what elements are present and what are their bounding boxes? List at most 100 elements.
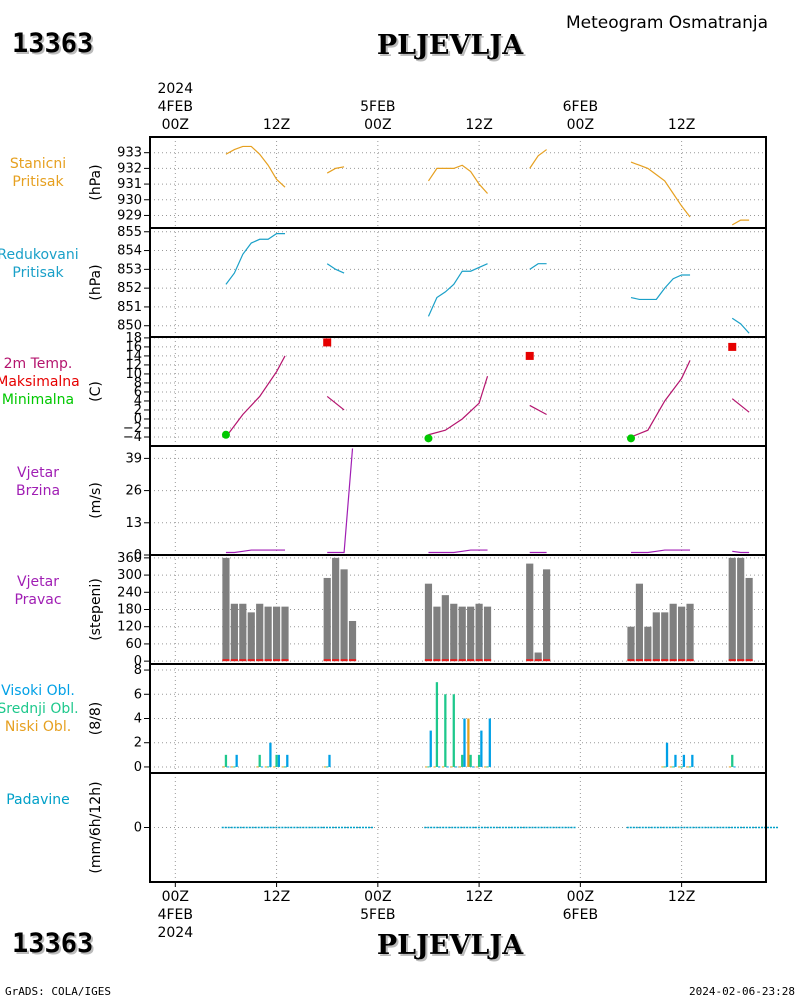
cloud-bar-mid [477, 754, 481, 767]
y-tick-label-wind-direction: 0 [134, 654, 142, 669]
direction-bar [239, 603, 247, 662]
direction-bar [635, 583, 644, 662]
panel-label-station-pressure: Pritisak [12, 174, 64, 190]
y-tick-label-temperature: 16 [125, 340, 142, 355]
direction-bar [247, 612, 255, 662]
y-axis-label-wind-direction: (stepeni) [88, 578, 104, 641]
y-axis-label-temperature: (C) [88, 381, 104, 402]
series-line-reduced-pressure [427, 263, 488, 317]
panel-frame [149, 227, 767, 338]
y-tick-label-temperature: 2 [134, 403, 142, 418]
time-label-top: 00Z [162, 117, 189, 133]
time-label-bottom: 12Z [668, 889, 695, 905]
direction-bar [728, 557, 736, 662]
series-line-temperature [225, 355, 286, 438]
panel-label-wind-speed: Vjetar [17, 465, 59, 481]
y-tick-label-temperature: 8 [134, 376, 142, 391]
y-tick-label-clouds: 4 [134, 712, 142, 727]
cloud-bar-high [674, 754, 677, 767]
y-tick-label-clouds: 2 [134, 736, 142, 751]
y-tick-label-reduced-pressure: 854 [117, 244, 142, 259]
station-name-bottom: PLJEVLJA [376, 930, 524, 961]
direction-bar [264, 606, 272, 662]
direction-bar [543, 569, 551, 662]
date-label-bottom: 4FEB [158, 907, 193, 923]
direction-bar [281, 606, 289, 662]
direction-bar [475, 603, 483, 662]
series-line-reduced-pressure [630, 274, 691, 301]
y-tick-label-wind-direction: 360 [117, 551, 142, 566]
direction-bar [467, 606, 475, 662]
panel-reduced-pressure: 850 851 852 853 854 855 (hPa) Redukovani Pritisa… [0, 225, 767, 338]
time-label-bottom: 12Z [465, 889, 492, 905]
station-id-top: 13363 [12, 28, 94, 59]
y-tick-label-temperature: −2 [123, 421, 142, 436]
panel-label-wind-speed: Brzina [16, 483, 60, 499]
y-tick-label-precipitation: 0 [134, 821, 142, 836]
y-tick-label-clouds: 0 [134, 760, 142, 775]
y-tick-label-wind-speed: 0 [134, 548, 142, 563]
y-tick-label-clouds: 8 [134, 663, 142, 678]
cloud-bar-high [269, 742, 272, 767]
y-tick-label-temperature: 0 [134, 412, 142, 427]
cloud-bar-high [328, 754, 331, 767]
y-tick-label-station-pressure: 929 [117, 208, 142, 223]
panel-precipitation: 0 (mm/6h/12h) Padavine [6, 772, 779, 883]
cloud-bar-high [235, 754, 238, 767]
direction-bar [256, 603, 264, 662]
tmax-marker [525, 351, 534, 360]
y-tick-label-temperature: 12 [125, 358, 142, 373]
series-line-reduced-pressure [731, 317, 750, 334]
direction-bar [526, 563, 534, 662]
y-tick-label-temperature: 4 [134, 394, 142, 409]
cloud-bar-mid [275, 754, 278, 767]
y-tick-label-station-pressure: 932 [117, 161, 142, 176]
y-tick-label-clouds: 6 [134, 687, 142, 702]
panel-frame [149, 136, 767, 229]
cloud-bar-mid [461, 754, 464, 767]
time-label-top: 12Z [668, 117, 695, 133]
direction-bar [652, 612, 660, 662]
cloud-bar-mid [258, 754, 261, 767]
panel-label-clouds: Srednji Obl. [0, 701, 79, 717]
date-label-top: 4FEB [158, 99, 193, 115]
direction-bar [686, 603, 694, 662]
direction-bar [737, 557, 745, 662]
year-label-top: 2024 [157, 81, 193, 97]
time-label-bottom: 12Z [263, 889, 290, 905]
cloud-bar-high [488, 718, 491, 767]
cloud-bar-mid [224, 754, 228, 767]
time-label-top: 00Z [567, 117, 594, 133]
cloud-bar-high [277, 754, 280, 767]
y-tick-label-station-pressure: 933 [117, 146, 142, 161]
direction-bar [661, 612, 669, 662]
direction-bar [424, 583, 433, 662]
y-tick-label-wind-direction: 60 [125, 637, 142, 652]
cloud-bar-high [286, 754, 289, 767]
tmax-marker [323, 338, 332, 347]
date-label-top: 6FEB [563, 99, 598, 115]
panel-clouds: 0 2 4 6 8 (8/8) Visoki Obl. Srednji Obl. Niski O… [0, 663, 767, 775]
date-label-bottom: 5FEB [360, 907, 395, 923]
panel-label-wind-direction: Vjetar [17, 574, 59, 590]
date-label-top: 5FEB [360, 99, 395, 115]
y-tick-label-reduced-pressure: 850 [117, 319, 142, 334]
series-line-wind-speed [732, 550, 750, 554]
direction-bar [441, 595, 449, 662]
y-tick-label-wind-direction: 240 [117, 585, 142, 600]
direction-bar [272, 606, 281, 662]
panel-wind-speed: 0 13 26 39 (m/s) Vjetar Brzina [16, 445, 767, 563]
tmax-marker [728, 342, 737, 351]
tmin-marker [424, 434, 433, 443]
panel-frame [149, 445, 767, 556]
panel-label-temperature: 2m Temp. [4, 356, 73, 372]
y-tick-label-temperature: 6 [134, 385, 142, 400]
direction-bar [669, 603, 677, 662]
direction-bar [323, 577, 331, 662]
series-line-station-pressure [427, 164, 488, 194]
y-tick-label-temperature: −4 [123, 430, 142, 445]
direction-bar [483, 606, 492, 662]
direction-bar [534, 652, 542, 662]
